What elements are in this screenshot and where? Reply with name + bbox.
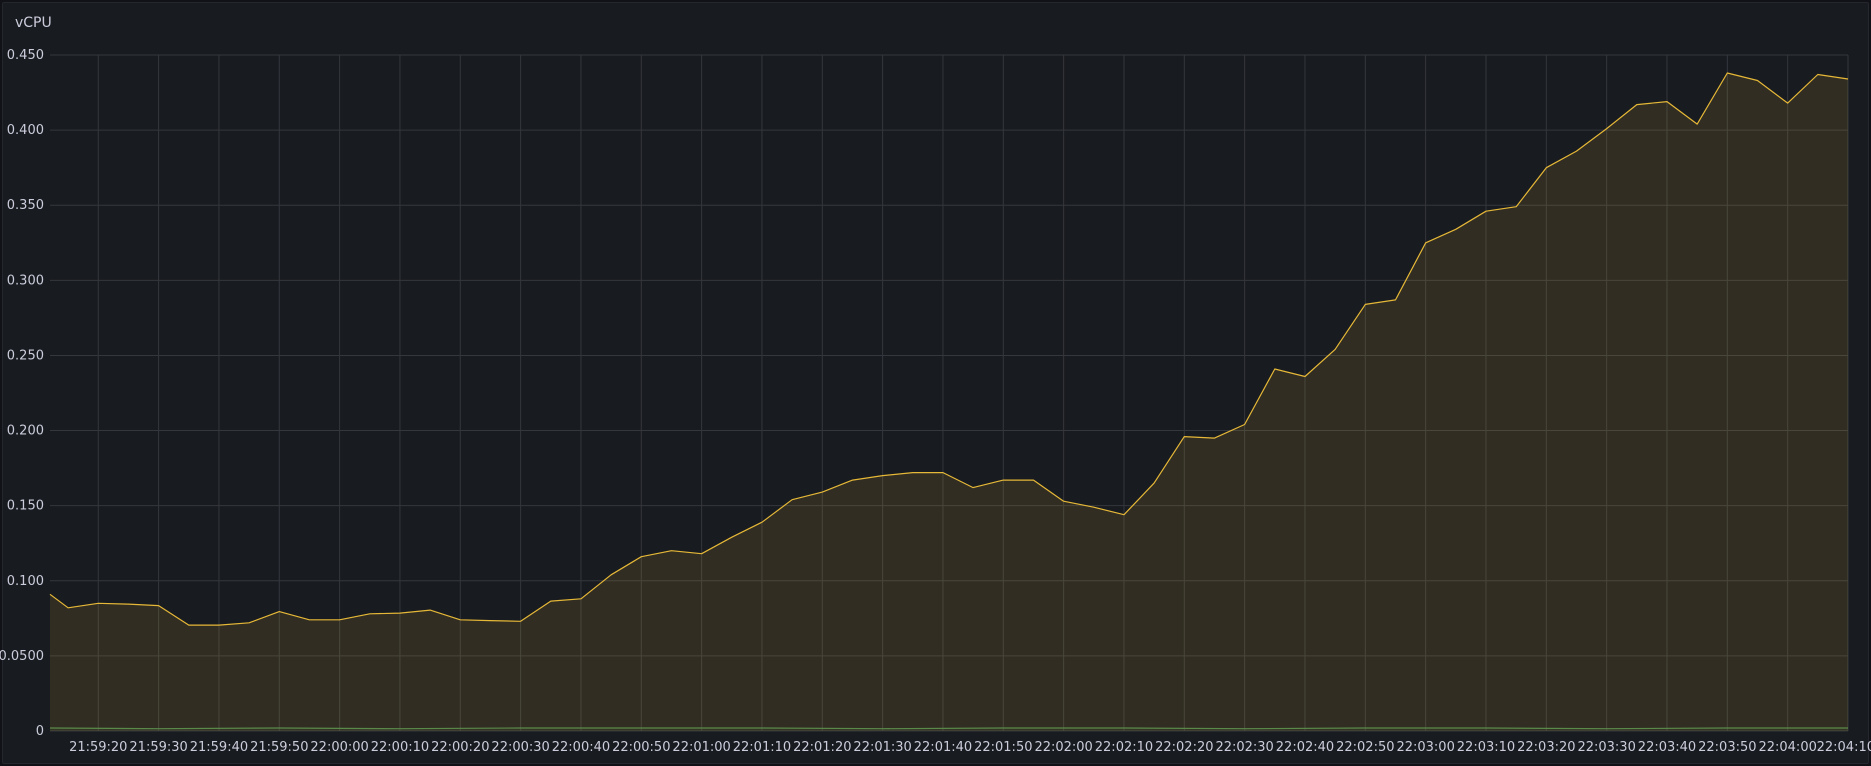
y-tick-label: 0.250 (7, 348, 44, 363)
x-tick-label: 22:01:10 (733, 740, 791, 755)
x-tick-label: 22:02:30 (1215, 740, 1273, 755)
x-tick-label: 22:00:30 (491, 740, 549, 755)
panel-title[interactable]: vCPU (15, 15, 52, 31)
y-tick-label: 0.150 (7, 499, 44, 514)
x-tick-label: 22:02:20 (1155, 740, 1213, 755)
x-tick-label: 21:59:50 (250, 740, 308, 755)
x-tick-label: 22:02:40 (1276, 740, 1334, 755)
series-line[interactable] (49, 72, 1849, 626)
x-tick-label: 22:00:50 (612, 740, 670, 755)
x-tick-label: 22:00:00 (310, 740, 368, 755)
series-area-fill (50, 73, 1848, 731)
y-tick-label: 0.450 (7, 48, 44, 63)
y-tick-label: 0.100 (7, 574, 44, 589)
x-tick-label: 22:03:50 (1698, 740, 1756, 755)
y-tick-label: 0.350 (7, 198, 44, 213)
x-tick-label: 22:01:00 (672, 740, 730, 755)
series-line[interactable] (49, 727, 1848, 730)
x-tick-label: 22:00:20 (431, 740, 489, 755)
x-tick-label: 21:59:40 (190, 740, 248, 755)
x-tick-label: 22:02:00 (1034, 740, 1092, 755)
y-tick-label: 0.300 (7, 273, 44, 288)
series-area-fill (50, 728, 1848, 731)
x-tick-label: 22:03:30 (1577, 740, 1635, 755)
x-tick-label: 22:00:10 (371, 740, 429, 755)
grid-lines (50, 54, 1849, 732)
x-tick-label: 22:03:00 (1396, 740, 1454, 755)
series-layer (49, 72, 1849, 731)
x-tick-label: 21:59:30 (129, 740, 187, 755)
x-tick-label: 22:04:10 (1817, 740, 1871, 755)
y-axis-tick-labels: 0 0.0500 0.100 0.150 0.200 0.250 0.300 0.350 0.4… (0, 48, 44, 739)
y-tick-label: 0.200 (7, 424, 44, 439)
x-tick-label: 22:03:20 (1517, 740, 1575, 755)
x-tick-label: 22:01:30 (853, 740, 911, 755)
y-tick-label: 0 (36, 724, 44, 739)
x-axis-tick-labels: 21:59:20 21:59:30 21:59:40 21:59:50 22:00:00… (69, 740, 1871, 755)
x-tick-label: 22:01:20 (793, 740, 851, 755)
y-tick-label: 0.400 (7, 123, 44, 138)
y-tick-label: 0.0500 (0, 649, 44, 664)
x-tick-label: 22:01:50 (974, 740, 1032, 755)
x-tick-label: 21:59:20 (69, 740, 127, 755)
x-tick-label: 22:02:10 (1095, 740, 1153, 755)
x-tick-label: 22:03:10 (1457, 740, 1515, 755)
x-tick-label: 22:01:40 (914, 740, 972, 755)
x-tick-label: 22:00:40 (552, 740, 610, 755)
x-tick-label: 22:02:50 (1336, 740, 1394, 755)
x-tick-label: 22:03:40 (1638, 740, 1696, 755)
x-tick-label: 22:04:00 (1758, 740, 1816, 755)
